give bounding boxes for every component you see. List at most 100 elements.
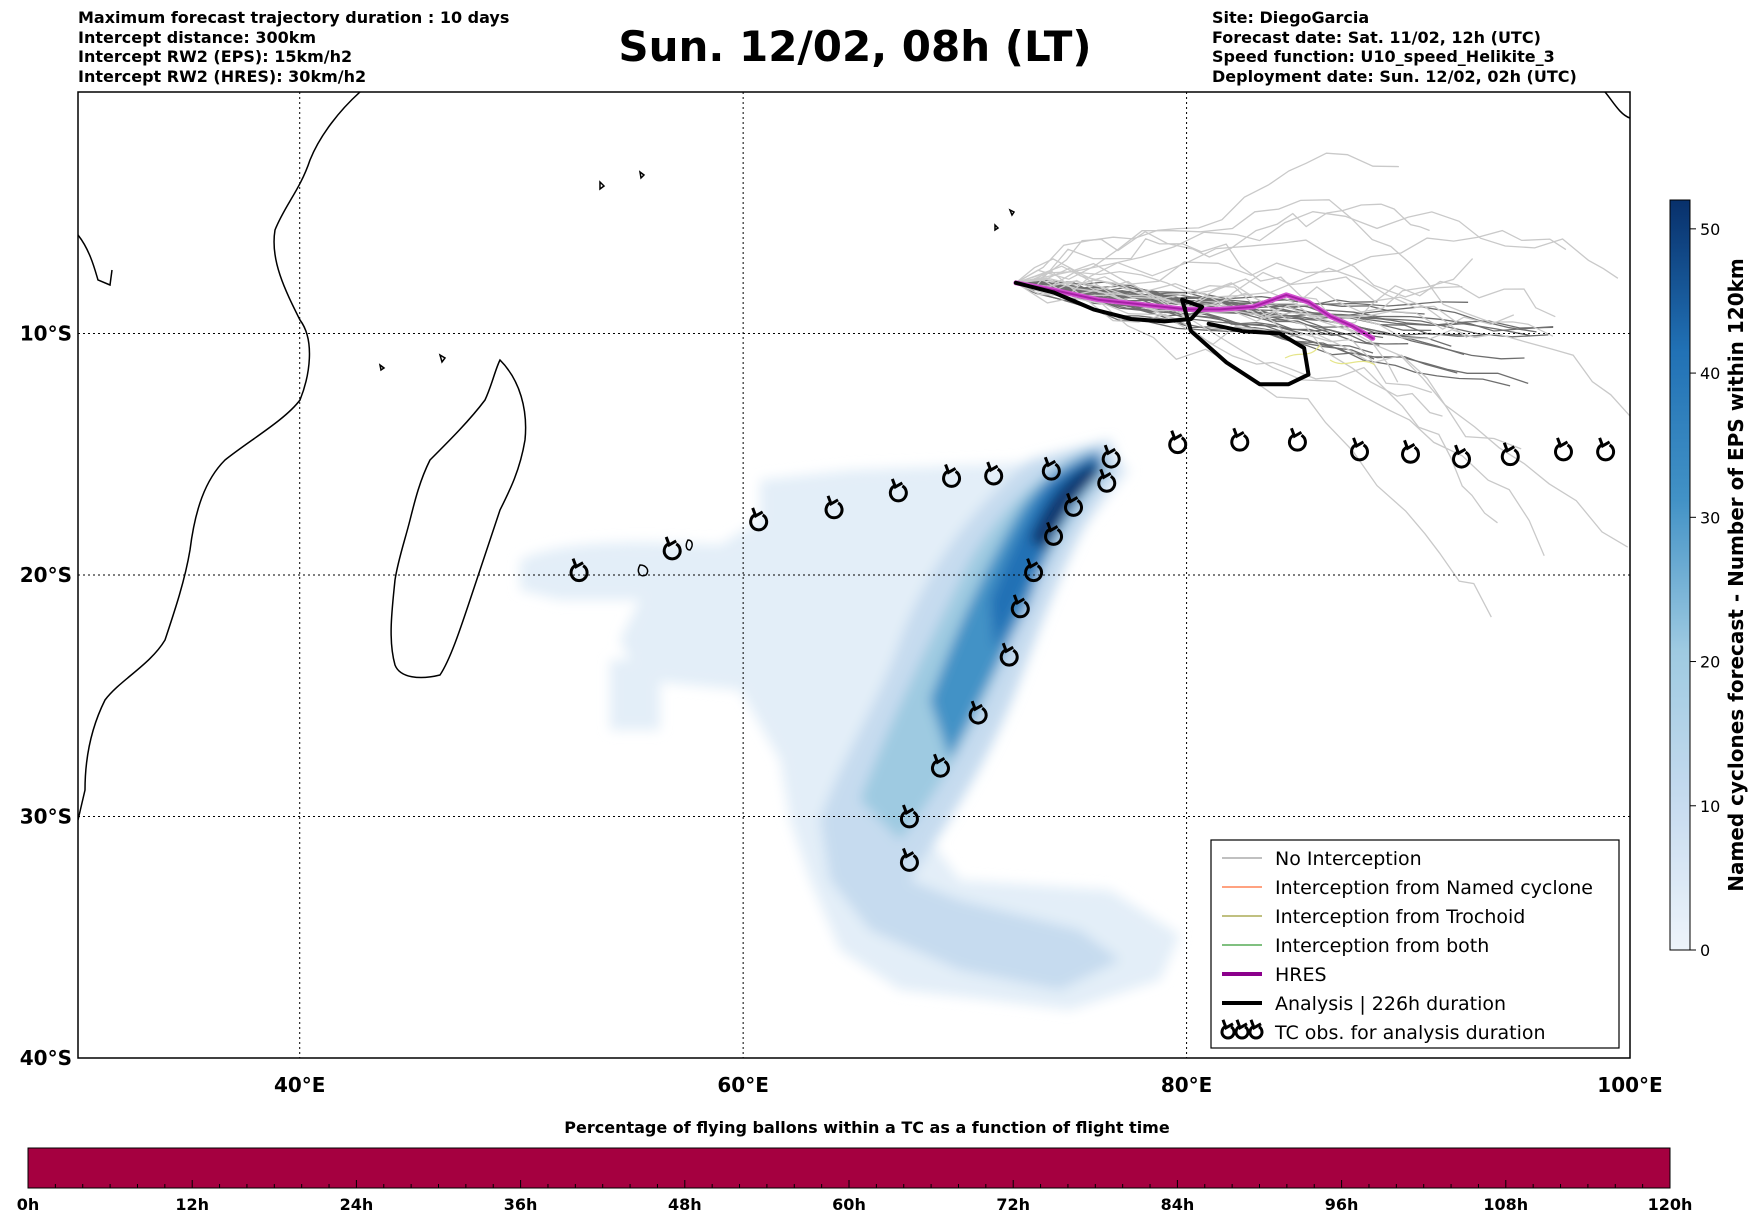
header-left-line-2: Intercept RW2 (EPS): 15km/h2 xyxy=(78,47,353,66)
tc-obs-marker xyxy=(1248,1019,1264,1040)
tc-obs-marker xyxy=(931,753,950,778)
tc-obs-marker xyxy=(569,558,589,583)
percentage-bar xyxy=(27,1147,1671,1189)
tc-obs-marker xyxy=(968,700,988,725)
tc-obs-marker xyxy=(942,463,961,488)
header-left-info: Maximum forecast trajectory duration : 1… xyxy=(78,8,509,86)
lon-tick-label: 100°E xyxy=(1597,1073,1662,1097)
arabia-peninsula-coastline xyxy=(78,234,113,287)
madagascar-coastline xyxy=(390,358,527,679)
tc-obs-marker xyxy=(1401,439,1420,464)
tc-observation-markers xyxy=(569,427,1616,872)
tc-obs-marker xyxy=(662,536,682,561)
tc-obs-marker xyxy=(1350,437,1369,462)
lat-tick-label: 10°S xyxy=(20,322,72,346)
legend-box xyxy=(1210,839,1620,1049)
chagos-islands xyxy=(994,208,1016,232)
header-left-line-0: Maximum forecast trajectory duration : 1… xyxy=(78,8,510,27)
mauritius-island xyxy=(685,539,693,551)
map-grid xyxy=(78,92,1630,1058)
tc-obs-marker xyxy=(1287,427,1307,452)
pct-tick-label: 120h xyxy=(1648,1195,1693,1214)
pct-tick-label: 36h xyxy=(504,1195,538,1214)
tc-obs-marker xyxy=(984,461,1004,486)
percentage-bar-title: Percentage of flying ballons within a TC… xyxy=(564,1118,1170,1137)
legend-label: No Interception xyxy=(1275,848,1422,870)
map-legend: No Interception Interception from Named c… xyxy=(1210,839,1620,1049)
legend-label: HRES xyxy=(1275,964,1327,986)
eps-track xyxy=(1015,211,1619,291)
comoros-islands xyxy=(378,353,447,372)
reunion-island xyxy=(637,564,649,577)
lat-tick-label: 30°S xyxy=(20,805,72,829)
colorbar-label: Named cyclones forecast - Number of EPS … xyxy=(1724,258,1748,892)
tc-obs-marker xyxy=(899,804,919,829)
eps-track xyxy=(1015,152,1399,284)
header-right-line-0: Site: DiegoGarcia xyxy=(1212,8,1370,27)
header-right-line-2: Speed function: U10_speed_Helikite_3 xyxy=(1212,47,1555,66)
legend-label: Interception from both xyxy=(1275,935,1489,957)
eps-density-field xyxy=(520,440,1180,1010)
legend-label: Analysis | 226h duration xyxy=(1275,993,1506,1015)
pct-tick-label: 72h xyxy=(996,1195,1030,1214)
header-right-line-1: Forecast date: Sat. 11/02, 12h (UTC) xyxy=(1212,27,1541,47)
tc-obs-marker xyxy=(899,847,919,872)
lon-tick-label: 80°E xyxy=(1161,1073,1213,1097)
tc-obs-marker xyxy=(1064,492,1083,517)
map-frame xyxy=(77,91,1631,1059)
eps-track xyxy=(1015,203,1430,284)
colorbar-gradient xyxy=(1669,199,1691,951)
tc-obs-marker xyxy=(1596,437,1616,462)
header-left-line-1: Intercept distance: 300km xyxy=(78,27,317,47)
tc-obs-marker xyxy=(1220,1019,1236,1040)
colorbar-tick-label: 30 xyxy=(1700,508,1720,527)
eps-track xyxy=(1015,271,1468,339)
tc-obs-marker xyxy=(999,642,1019,667)
eps-colorbar: 0 10 20 30 40 50 xyxy=(1669,199,1720,960)
lon-tick-label: 60°E xyxy=(717,1073,769,1097)
tc-obs-marker xyxy=(1101,444,1121,469)
eps-track xyxy=(1015,282,1492,618)
tc-obs-marker xyxy=(1024,558,1044,583)
pct-tick-label: 0h xyxy=(17,1195,40,1214)
axis-tick-labels: 40°E 60°E 80°E 100°E 10°S 20°S 30°S 40°S xyxy=(20,322,1663,1098)
colorbar-tick-label: 50 xyxy=(1700,220,1720,239)
pct-tick-label: 12h xyxy=(175,1195,209,1214)
tc-obs-marker xyxy=(1044,521,1063,546)
pct-tick-label: 84h xyxy=(1161,1195,1195,1214)
header-right-info: Site: DiegoGarcia Forecast date: Sat. 11/… xyxy=(1212,8,1577,86)
tc-obs-marker xyxy=(1554,437,1573,462)
lat-tick-label: 20°S xyxy=(20,563,72,587)
eps-track xyxy=(1015,229,1567,286)
colorbar-tick-label: 20 xyxy=(1700,653,1720,672)
eps-track xyxy=(1015,265,1432,394)
analysis-track xyxy=(1013,280,1311,387)
seychelles-islands xyxy=(599,170,646,191)
tc-obs-marker xyxy=(1500,442,1520,467)
eps-track xyxy=(1015,238,1399,383)
pct-tick-label: 96h xyxy=(1325,1195,1359,1214)
colorbar-tick-label: 40 xyxy=(1700,364,1720,383)
tc-obs-marker xyxy=(1010,594,1030,619)
africa-coastline xyxy=(78,92,361,821)
tc-obs-marker xyxy=(749,507,769,532)
pct-tick-label: 108h xyxy=(1483,1195,1528,1214)
tc-obs-marker xyxy=(1452,444,1471,469)
eps-track xyxy=(1015,278,1556,325)
eps-track xyxy=(1015,282,1554,329)
pct-tick-label: 24h xyxy=(340,1195,374,1214)
header-right-line-3: Deployment date: Sun. 12/02, 02h (UTC) xyxy=(1212,66,1577,86)
eps-track xyxy=(1015,239,1463,298)
australia-edge xyxy=(1604,92,1630,119)
eps-track xyxy=(1015,276,1629,548)
legend-label: Interception from Named cyclone xyxy=(1275,877,1593,899)
legend-label: Interception from Trochoid xyxy=(1275,906,1525,928)
lon-tick-label: 40°E xyxy=(274,1073,326,1097)
hres-track-core xyxy=(1014,281,1374,340)
colorbar-tick-label: 0 xyxy=(1700,941,1710,960)
tc-obs-marker xyxy=(1041,456,1061,481)
tc-obs-marker xyxy=(1234,1019,1250,1040)
pct-tick-label: 60h xyxy=(832,1195,866,1214)
percentage-bar-ticks: 0h 12h 24h 36h 48h 60h 72h 84h 96h 108h 120h xyxy=(17,1180,1693,1214)
